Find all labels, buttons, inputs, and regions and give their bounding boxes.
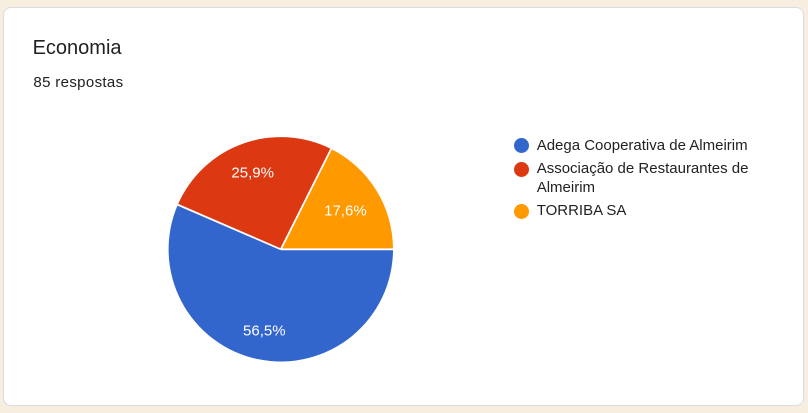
svg-text:17,6%: 17,6% xyxy=(324,202,367,219)
svg-text:25,9%: 25,9% xyxy=(231,165,274,182)
svg-text:56,5%: 56,5% xyxy=(243,322,286,339)
